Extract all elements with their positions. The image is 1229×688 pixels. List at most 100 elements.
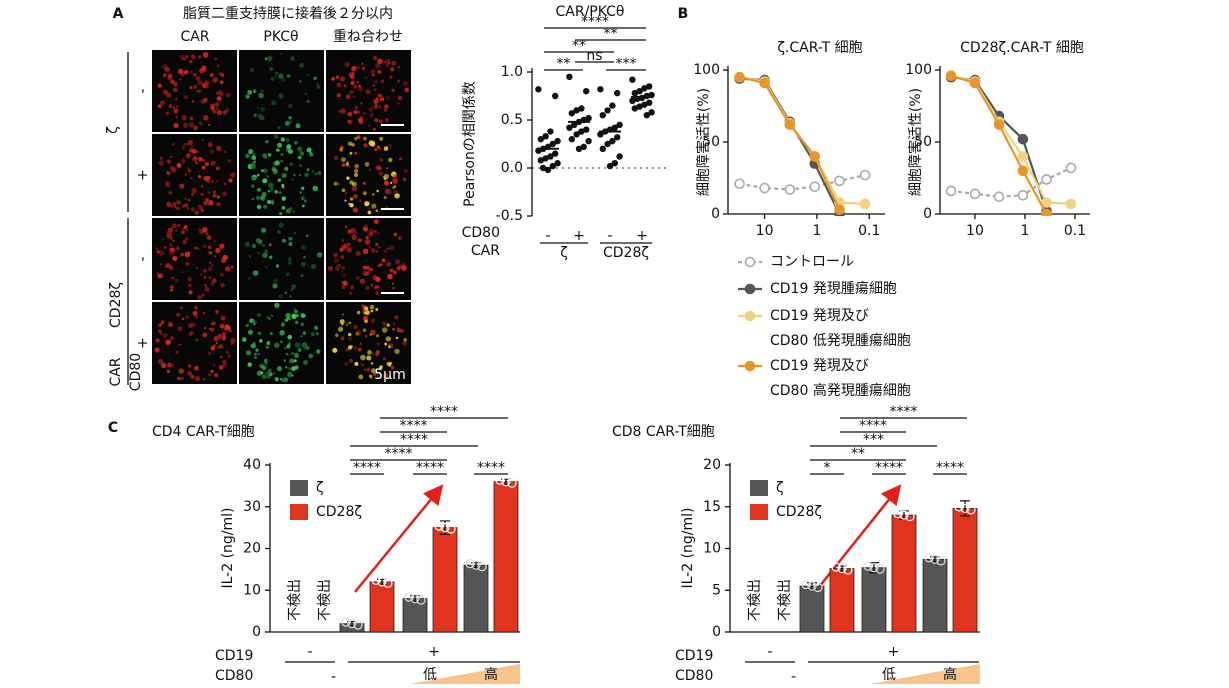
row-label: 低 bbox=[423, 667, 437, 683]
cell-dot bbox=[195, 338, 199, 342]
cell-dot bbox=[247, 362, 252, 367]
cell-dot bbox=[370, 309, 374, 313]
cell-dot bbox=[182, 57, 186, 61]
y-tick-label: 0 bbox=[711, 206, 720, 222]
cell-dot bbox=[179, 343, 182, 346]
cell-dot bbox=[386, 247, 390, 250]
cell-dot bbox=[360, 362, 365, 367]
cell-dot bbox=[348, 332, 352, 337]
cell-dot bbox=[183, 122, 189, 128]
cell-dot bbox=[216, 107, 219, 111]
cell-dot bbox=[188, 169, 191, 173]
cell-dot bbox=[368, 231, 374, 237]
replicate-marker bbox=[831, 562, 841, 572]
group-label: CAR bbox=[108, 357, 124, 386]
cell-dot bbox=[339, 76, 346, 82]
cell-dot bbox=[189, 60, 193, 64]
bar bbox=[463, 564, 489, 633]
cell-dot bbox=[223, 150, 227, 154]
cell-dot bbox=[257, 251, 261, 254]
cell-dot bbox=[301, 342, 308, 348]
cell-dot bbox=[396, 266, 401, 271]
cell-dot bbox=[357, 347, 362, 352]
cell-dot bbox=[384, 61, 387, 64]
row-label: 高 bbox=[943, 666, 957, 683]
row-label: + bbox=[636, 228, 648, 244]
value-label: 不検出 bbox=[777, 579, 793, 621]
data-point bbox=[614, 134, 621, 141]
cell-dot bbox=[366, 367, 371, 372]
cell-dot bbox=[403, 169, 408, 174]
series-point bbox=[1041, 197, 1052, 208]
cell-dot bbox=[299, 164, 302, 167]
cell-dot bbox=[303, 255, 306, 259]
cell-dot bbox=[370, 69, 376, 74]
cell-dot bbox=[347, 345, 353, 350]
data-point bbox=[636, 88, 643, 95]
cell-dot bbox=[383, 146, 389, 151]
cell-dot bbox=[197, 89, 202, 93]
cell-dot bbox=[191, 188, 197, 194]
series-point bbox=[809, 181, 821, 192]
cell-dot bbox=[175, 229, 178, 232]
cell-dot bbox=[215, 180, 218, 183]
cell-dot bbox=[207, 251, 210, 254]
bar bbox=[952, 508, 978, 633]
cell-dot bbox=[329, 268, 333, 272]
cell-dot bbox=[184, 69, 189, 75]
cell-dot bbox=[285, 352, 289, 356]
cell-dot bbox=[193, 125, 198, 131]
cell-dot bbox=[365, 89, 371, 95]
cell-dot bbox=[230, 337, 236, 344]
cell-dot bbox=[397, 328, 402, 333]
cell-dot bbox=[158, 329, 162, 333]
cell-dot bbox=[261, 243, 266, 247]
panel-label: B bbox=[678, 6, 689, 22]
data-point bbox=[540, 164, 547, 172]
cell-dot bbox=[197, 79, 203, 85]
cell-dot bbox=[169, 251, 175, 256]
cell-dot bbox=[191, 193, 194, 196]
y-tick-label: 30 bbox=[243, 499, 261, 515]
cell-dot bbox=[390, 365, 395, 370]
cell-dot bbox=[251, 243, 257, 249]
cell-dot bbox=[217, 346, 221, 349]
row-label: + bbox=[573, 228, 585, 244]
y-tick-label: 100 bbox=[693, 62, 720, 78]
legend-swatch bbox=[750, 480, 768, 496]
cell-dot bbox=[377, 104, 382, 110]
cell-dot bbox=[355, 251, 361, 256]
cell-dot bbox=[208, 351, 212, 355]
data-point bbox=[599, 145, 606, 152]
cell-dot bbox=[293, 307, 296, 310]
cell-dot bbox=[198, 55, 202, 59]
cell-dot bbox=[187, 167, 190, 170]
cell-dot bbox=[379, 136, 384, 141]
data-point bbox=[575, 145, 583, 152]
cell-dot bbox=[346, 247, 352, 253]
cell-dot bbox=[394, 315, 399, 320]
cell-dot bbox=[294, 342, 301, 348]
cell-dot bbox=[203, 175, 209, 182]
cell-dot bbox=[192, 322, 196, 327]
row-name: CAR bbox=[471, 243, 500, 259]
cell-dot bbox=[386, 96, 390, 100]
cell-dot bbox=[397, 95, 403, 101]
panel-label: A bbox=[113, 6, 124, 22]
cell-dot bbox=[306, 147, 312, 153]
cell-dot bbox=[203, 268, 208, 273]
cell-dot bbox=[219, 89, 222, 93]
y-tick-label: 5 bbox=[712, 582, 721, 598]
cell-dot bbox=[158, 358, 164, 365]
cell-dot bbox=[391, 60, 397, 66]
data-point bbox=[648, 109, 655, 116]
cell-dot bbox=[289, 162, 293, 166]
legend-label: CD19 発現及び CD80 低発現腫瘍細胞 bbox=[770, 308, 911, 349]
cell-dot bbox=[248, 149, 254, 154]
cell-dot bbox=[300, 261, 306, 267]
cell-dot bbox=[287, 103, 293, 109]
cell-dot bbox=[391, 282, 395, 285]
replicate-marker bbox=[843, 565, 853, 575]
data-point bbox=[547, 153, 554, 160]
cell-dot bbox=[364, 239, 371, 245]
